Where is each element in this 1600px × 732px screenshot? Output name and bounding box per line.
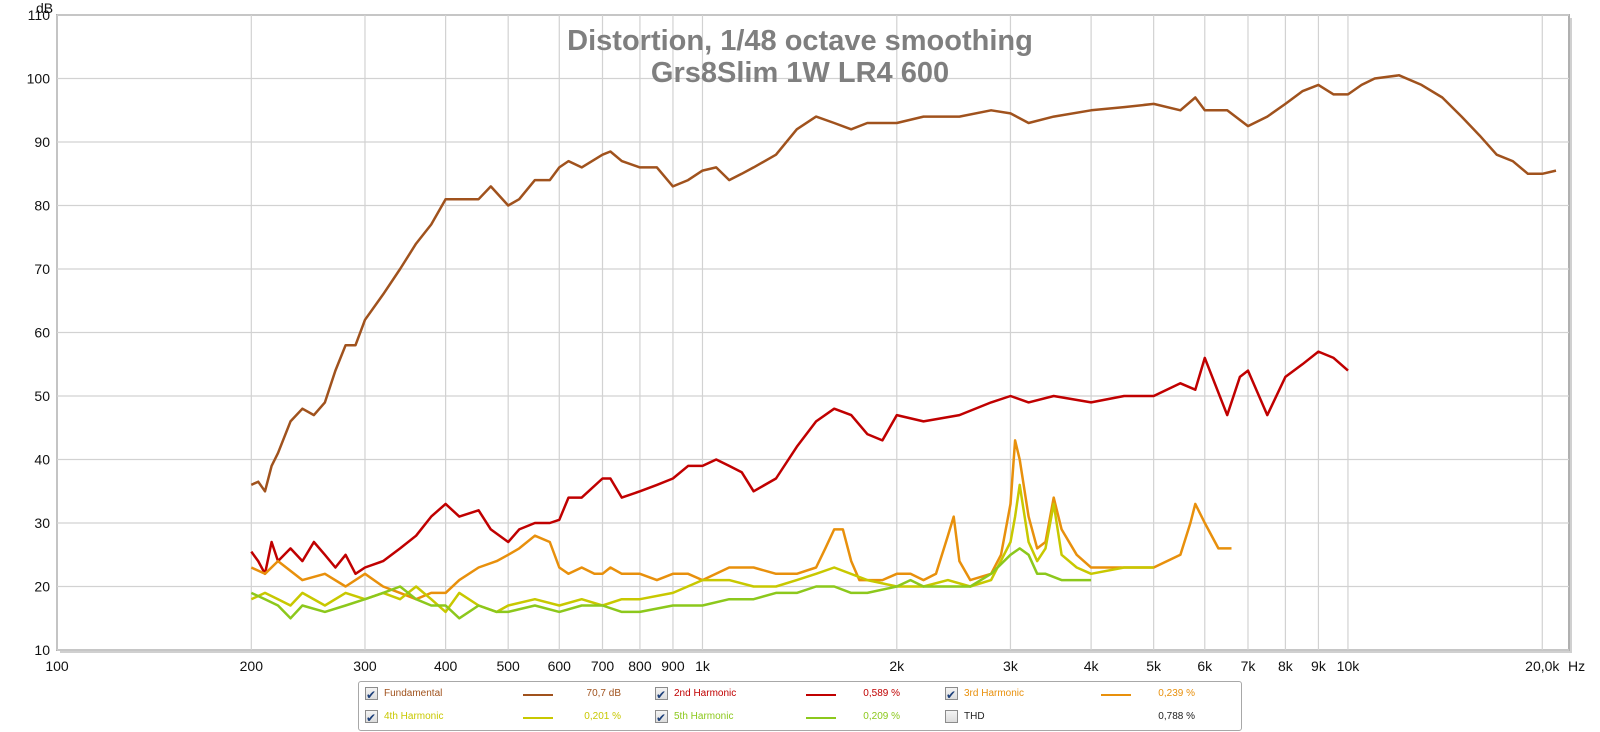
series-lines	[250, 74, 1557, 620]
fundamental-checkbox[interactable]: ✔	[365, 687, 378, 702]
legend-value-fundamental: 70,7 dB	[586, 688, 621, 699]
legend-label-fundamental: Fundamental	[384, 688, 443, 699]
series-line-5th-harmonic	[250, 547, 1092, 620]
legend-swatch-fundamental	[523, 694, 553, 696]
x-tick-label: 2k	[889, 658, 905, 674]
y-tick-label: 10	[34, 642, 50, 658]
legend-label-thd: THD	[964, 711, 985, 722]
legend-item-thd[interactable]: THD 0,788 %	[945, 707, 1235, 727]
x-tick-label: 3k	[1003, 658, 1019, 674]
legend-label-4th-harmonic: 4th Harmonic	[384, 711, 444, 722]
legend-label-3rd-harmonic: 3rd Harmonic	[964, 688, 1025, 699]
y-tick-label: 30	[34, 515, 50, 531]
y-tick-label: 110	[28, 7, 51, 23]
y-tick-label: 70	[34, 261, 50, 277]
x-tick-label: 100	[45, 658, 69, 674]
thd-checkbox[interactable]	[945, 710, 958, 723]
y-axis-ticks: 10 20 30 40 50 60 70 80 90 100 110	[27, 7, 51, 658]
y-tick-label: 50	[34, 388, 50, 404]
x-tick-label: 700	[591, 658, 615, 674]
legend-item-4th-harmonic[interactable]: ✔ 4th Harmonic 0,201 %	[365, 707, 645, 727]
check-icon: ✔	[656, 688, 667, 702]
legend-item-5th-harmonic[interactable]: ✔ 5th Harmonic 0,209 %	[655, 707, 935, 727]
legend-item-2nd-harmonic[interactable]: ✔ 2nd Harmonic 0,589 %	[655, 684, 935, 704]
legend-label-2nd-harmonic: 2nd Harmonic	[674, 688, 737, 699]
series-line-fundamental	[250, 74, 1557, 493]
series-line-2nd-harmonic	[250, 350, 1349, 576]
check-icon: ✔	[946, 688, 957, 702]
4th-harmonic-checkbox[interactable]: ✔	[365, 710, 378, 725]
chart-subtitle: Grs8Slim 1W LR4 600	[651, 57, 949, 89]
y-tick-label: 40	[34, 452, 50, 468]
y-tick-label: 90	[34, 134, 50, 150]
y-tick-label: 80	[34, 198, 50, 214]
legend-value-2nd-harmonic: 0,589 %	[863, 688, 900, 699]
x-tick-label: 900	[661, 658, 685, 674]
legend-value-4th-harmonic: 0,201 %	[584, 711, 621, 722]
legend-label-5th-harmonic: 5th Harmonic	[674, 711, 734, 722]
y-tick-label: 20	[34, 579, 50, 595]
5th-harmonic-checkbox[interactable]: ✔	[655, 710, 668, 725]
2nd-harmonic-checkbox[interactable]: ✔	[655, 687, 668, 702]
chart-title: Distortion, 1/48 octave smoothing	[567, 25, 1033, 57]
x-tick-label: 4k	[1084, 658, 1100, 674]
x-tick-label: 500	[496, 658, 520, 674]
legend-swatch-3rd-harmonic	[1101, 694, 1131, 696]
check-icon: ✔	[366, 688, 377, 702]
check-icon: ✔	[656, 711, 667, 725]
x-tick-label: 5k	[1146, 658, 1162, 674]
legend-value-thd: 0,788 %	[1158, 711, 1195, 722]
x-tick-label: 6k	[1197, 658, 1213, 674]
x-tick-label: 200	[240, 658, 264, 674]
legend-swatch-2nd-harmonic	[806, 694, 836, 696]
x-axis-unit: Hz	[1568, 658, 1585, 674]
legend-value-5th-harmonic: 0,209 %	[863, 711, 900, 722]
y-axis-label: dB	[36, 0, 53, 16]
x-axis-ticks: 100 200 300 400 500 600 700 800 900 1k 2k 3k 4k 5k 6k 7…	[45, 658, 1560, 674]
legend-value-3rd-harmonic: 0,239 %	[1158, 688, 1195, 699]
x-tick-label: 7k	[1241, 658, 1257, 674]
legend: ✔ Fundamental 70,7 dB ✔ 2nd Harmonic 0,5…	[358, 681, 1242, 731]
x-tick-label: 600	[548, 658, 572, 674]
x-tick-label: 300	[353, 658, 377, 674]
legend-item-fundamental[interactable]: ✔ Fundamental 70,7 dB	[365, 684, 645, 704]
y-tick-label: 60	[34, 325, 50, 341]
legend-swatch-4th-harmonic	[523, 717, 553, 719]
x-tick-label: 1k	[695, 658, 711, 674]
3rd-harmonic-checkbox[interactable]: ✔	[945, 687, 958, 702]
legend-item-3rd-harmonic[interactable]: ✔ 3rd Harmonic 0,239 %	[945, 684, 1235, 704]
check-icon: ✔	[366, 711, 377, 725]
x-tick-label: 8k	[1278, 658, 1294, 674]
x-tick-label: 10k	[1337, 658, 1361, 674]
grid	[56, 14, 1569, 651]
x-tick-label: 9k	[1311, 658, 1327, 674]
legend-swatch-5th-harmonic	[806, 717, 836, 719]
x-tick-label: 800	[628, 658, 652, 674]
x-tick-label: 400	[434, 658, 458, 674]
y-tick-label: 100	[27, 71, 51, 87]
x-tick-label: 20,0k	[1525, 658, 1560, 674]
